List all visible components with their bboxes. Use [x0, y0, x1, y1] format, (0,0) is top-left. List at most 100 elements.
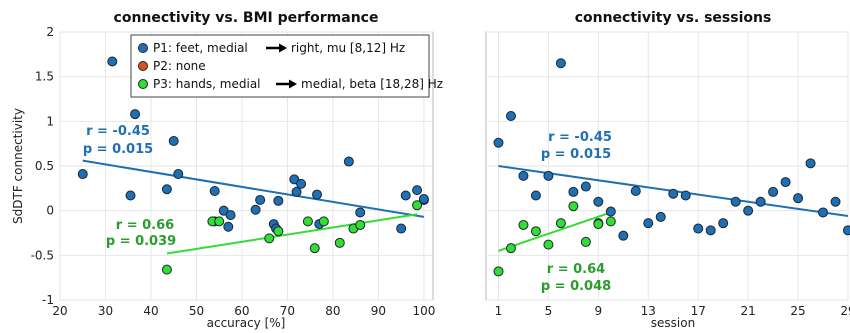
point-series-0 [543, 170, 554, 181]
point-series-0 [580, 181, 591, 192]
points-accuracy [77, 56, 429, 275]
p-label-p3-sessions: p = 0.048 [541, 279, 611, 294]
r-label-p1: r = -0.45 [86, 124, 150, 139]
p-label-p3: p = 0.039 [106, 234, 176, 249]
point-series-1 [273, 226, 284, 237]
legend-label-p2: P2: none [153, 59, 206, 73]
ticks-sessions: 1 5 9 13 17 21 25 29 [495, 304, 850, 318]
point-series-0 [209, 186, 220, 197]
chart-title-sessions: connectivity vs. sessions [575, 10, 772, 26]
y-tick-label: 0.5 [35, 159, 54, 173]
y-tick-label: -1 [42, 293, 54, 307]
p-label-p1-sessions: p = 0.015 [541, 147, 611, 162]
x-tick-label: 17 [691, 304, 706, 318]
r-label-p1-sessions: r = -0.45 [548, 130, 612, 145]
x-tick-label: 30 [98, 304, 113, 318]
point-series-0 [693, 223, 704, 234]
point-series-1 [493, 266, 504, 277]
y-axis-label: SdDTF connectivity [11, 108, 25, 224]
point-series-0 [643, 218, 654, 229]
point-series-0 [250, 204, 261, 215]
point-series-1 [264, 233, 275, 244]
fit-line-series-1 [166, 213, 418, 255]
point-series-0 [343, 156, 354, 167]
chart-accuracy: 20 30 40 50 60 70 80 90 100 -1 -0.5 0 0.5 1 1.5 2 conne… [11, 10, 443, 330]
point-series-1 [161, 264, 172, 275]
point-series-1 [355, 219, 366, 230]
chart-title-accuracy: connectivity vs. BMI performance [114, 10, 379, 26]
fit-line-series-0 [82, 159, 425, 218]
point-series-1 [605, 216, 616, 227]
point-series-1 [302, 216, 313, 227]
point-series-1 [334, 237, 345, 248]
point-series-0 [273, 195, 284, 206]
point-series-0 [755, 196, 766, 207]
x-axis-label-accuracy: accuracy [%] [207, 316, 286, 330]
point-series-1 [580, 236, 591, 247]
x-axis-label-sessions: session [651, 316, 695, 330]
point-series-0 [818, 207, 829, 218]
point-series-0 [296, 178, 307, 189]
point-series-1 [530, 226, 541, 237]
x-tick-label: 5 [545, 304, 553, 318]
point-series-1 [309, 243, 320, 254]
point-series-0 [605, 206, 616, 217]
legend-marker-p1 [138, 43, 148, 53]
point-series-0 [161, 184, 172, 195]
point-series-0 [805, 158, 816, 169]
point-series-0 [680, 190, 691, 201]
x-tick-label: 25 [790, 304, 805, 318]
point-series-0 [655, 211, 666, 222]
point-series-1 [568, 201, 579, 212]
point-series-0 [223, 221, 234, 232]
point-series-1 [593, 219, 604, 230]
y-tick-label: 1.5 [35, 70, 54, 84]
r-label-p3: r = 0.66 [116, 218, 174, 233]
point-series-0 [618, 230, 629, 241]
point-series-0 [555, 58, 566, 69]
point-series-0 [312, 189, 323, 200]
point-series-1 [412, 200, 423, 211]
point-series-0 [255, 194, 266, 205]
x-tick-label: 9 [595, 304, 603, 318]
x-tick-label: 29 [840, 304, 850, 318]
grid-sessions [486, 31, 849, 301]
x-tick-label: 50 [189, 304, 204, 318]
point-series-0 [630, 186, 641, 197]
x-tick-label: 100 [412, 304, 435, 318]
x-tick-label: 21 [740, 304, 755, 318]
point-series-1 [214, 216, 225, 227]
point-series-0 [107, 56, 118, 67]
point-series-0 [130, 109, 141, 120]
arrow-icon [266, 43, 287, 53]
point-series-1 [543, 239, 554, 250]
points-sessions [493, 58, 850, 277]
point-series-0 [355, 207, 366, 218]
point-series-0 [668, 188, 679, 199]
point-series-0 [843, 225, 850, 236]
point-series-0 [218, 205, 229, 216]
x-tick-label: 20 [52, 304, 67, 318]
point-series-0 [168, 135, 179, 146]
point-series-0 [505, 110, 516, 121]
y-tick-label: 1 [46, 114, 54, 128]
point-series-0 [173, 169, 184, 180]
fit-lines-accuracy [82, 159, 425, 255]
point-series-0 [400, 190, 411, 201]
point-series-0 [780, 177, 791, 188]
fit-line-series-1 [498, 211, 612, 252]
legend-marker-p3 [138, 79, 148, 89]
x-tick-label: 90 [371, 304, 386, 318]
point-series-0 [225, 210, 236, 221]
point-series-0 [568, 186, 579, 197]
x-tick-label: 1 [495, 304, 503, 318]
legend-label-p1: P1: feet, medial [153, 41, 248, 55]
point-series-0 [705, 225, 716, 236]
x-tick-label: 60 [234, 304, 249, 318]
y-tick-label: 0 [46, 204, 54, 218]
point-series-0 [125, 190, 136, 201]
arrow-icon [276, 79, 297, 89]
legend-label-p3: P3: hands, medial [153, 77, 261, 91]
point-series-1 [318, 216, 329, 227]
